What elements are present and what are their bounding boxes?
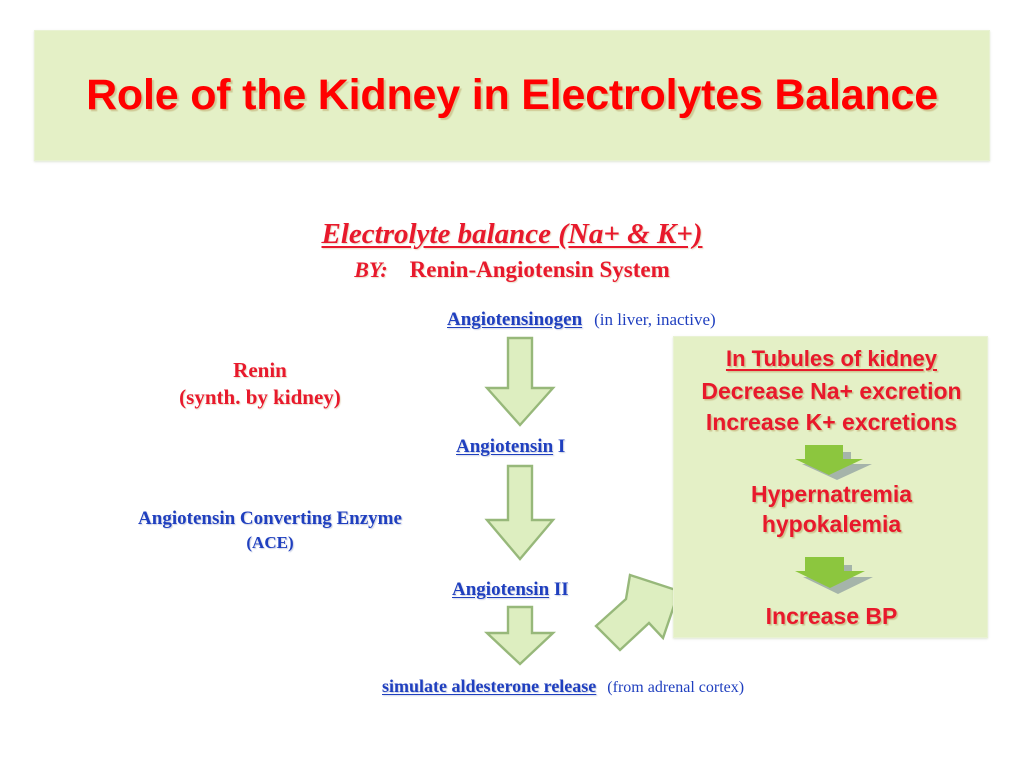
angiotensin-2-numeral: II [549, 579, 569, 600]
panel-result-increase-bp: Increase BP [765, 603, 898, 629]
angiotensin-1-label: Angiotensin [456, 436, 554, 457]
subtitle-by-label: BY: [354, 257, 388, 282]
down-arrow-icon-angiotensinogen-to-angiotensin1 [484, 336, 556, 427]
renin-label: Renin [233, 358, 287, 382]
panel-increase-k-excretions: Increase K+ excretions [705, 409, 958, 435]
aldosterone-label: simulate aldesterone release [382, 676, 597, 696]
kidney-effects-panel: In Tubules of kidney Decrease Na+ excret… [673, 336, 988, 638]
angiotensinogen-note: (in liver, inactive) [594, 310, 716, 329]
page-title: Role of the Kidney in Electrolytes Balan… [86, 71, 938, 119]
diagonal-up-right-arrow-icon-to-kidney-panel [594, 573, 681, 652]
down-arrow-icon-angiotensin2-to-aldosterone [483, 605, 557, 666]
node-angiotensin-1: Angiotensin I [456, 436, 565, 458]
down-arrow-icon-angiotensin1-to-angiotensin2 [484, 464, 556, 561]
panel-heading-in-tubules: In Tubules of kidney [725, 346, 938, 371]
down-arrow-icon-effects-to-results [795, 445, 872, 480]
panel-result-hypokalemia: hypokalemia [761, 511, 902, 537]
subtitle-system-name: Renin-Angiotensin System [409, 257, 670, 282]
title-banner: Role of the Kidney in Electrolytes Balan… [34, 30, 990, 161]
node-renin: Renin (synth. by kidney) [150, 357, 370, 411]
angiotensinogen-label: Angiotensinogen [447, 309, 583, 330]
node-ace: Angiotensin Converting Enzyme (ACE) [90, 507, 450, 554]
subtitle-block: Electrolyte balance (Na+ & K+) BY: Renin-… [0, 218, 1024, 283]
node-aldosterone: simulate aldesterone release (from adrena… [382, 676, 744, 697]
angiotensin-1-numeral: I [553, 436, 566, 457]
node-angiotensinogen: Angiotensinogen (in liver, inactive) [447, 309, 716, 331]
ace-abbreviation: (ACE) [246, 532, 294, 552]
down-arrow-icon-results-to-bp [795, 557, 873, 594]
renin-source: (synth. by kidney) [179, 384, 341, 409]
subtitle-electrolyte-balance: Electrolyte balance (Na+ & K+) [321, 218, 703, 250]
angiotensin-2-label: Angiotensin [452, 579, 550, 600]
panel-result-hypernatremia: Hypernatremia [750, 481, 913, 507]
panel-decrease-na-excretion: Decrease Na+ excretion [701, 378, 962, 404]
aldosterone-note: (from adrenal cortex) [607, 679, 745, 696]
subtitle-by-line: BY: Renin-Angiotensin System [0, 257, 1024, 283]
node-angiotensin-2: Angiotensin II [452, 579, 569, 601]
ace-full-name: Angiotensin Converting Enzyme [138, 508, 402, 529]
